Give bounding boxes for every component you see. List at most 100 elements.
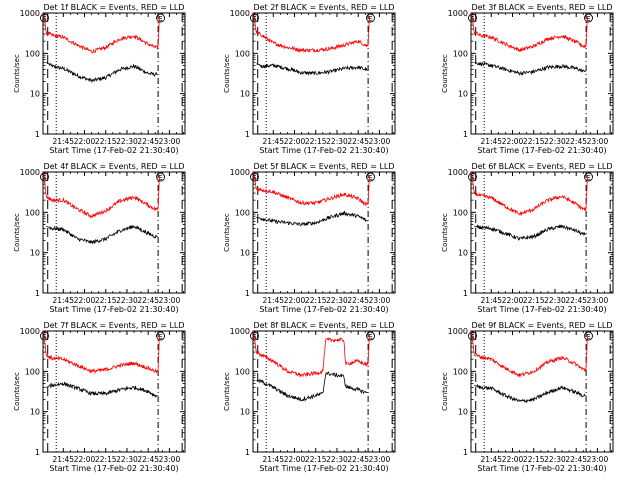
end-annotation: E — [158, 333, 162, 341]
y-axis-label: Counts/sec — [223, 372, 231, 411]
x-tick-label: 22:15 — [95, 455, 117, 464]
x-tick-label: 21:45 — [480, 455, 502, 464]
events-series-line — [474, 61, 586, 77]
x-tick-label: 23:00 — [587, 296, 609, 305]
x-tick-label: 23:00 — [159, 296, 181, 305]
y-tick-label: 1 — [245, 289, 250, 298]
end-annotation: E — [586, 174, 590, 182]
y-tick-label: 1 — [35, 448, 40, 457]
x-tick-label: 21:45 — [262, 137, 284, 146]
x-axis-label: Start Time (17-Feb-02 21:30:40) — [477, 146, 606, 155]
y-axis-label: Counts/sec — [13, 213, 21, 252]
panel-det-9f: Det 9f BLACK = Events, RED = LLD 1 10 100 10… — [441, 321, 614, 473]
x-tick-label: 22:45 — [347, 455, 369, 464]
end-annotation: E — [586, 333, 590, 341]
x-tick-label: 22:15 — [305, 137, 327, 146]
x-tick-label: 22:45 — [137, 137, 159, 146]
events-series-line — [256, 210, 368, 227]
start-annotation: S — [470, 174, 475, 182]
y-tick-label: 100 — [235, 208, 250, 217]
y-axis-label: Counts/sec — [13, 54, 21, 93]
x-tick-label: 21:45 — [52, 296, 74, 305]
panel-det-5f: Det 5f BLACK = Events, RED = LLD 1 10 100 10… — [223, 162, 396, 314]
y-axis-label: Counts/sec — [223, 213, 231, 252]
y-tick-label: 100 — [25, 208, 40, 217]
end-annotation-ring — [366, 331, 375, 341]
y-tick-label: 10 — [240, 90, 250, 99]
x-tick-label: 22:00 — [502, 296, 524, 305]
x-tick-label: 22:45 — [347, 137, 369, 146]
y-tick-label: 1 — [463, 448, 468, 457]
x-tick-label: 22:30 — [326, 137, 348, 146]
x-axis-label: Start Time (17-Feb-02 21:30:40) — [259, 464, 388, 473]
start-annotation: S — [42, 333, 47, 341]
plot-frame — [252, 12, 396, 135]
panel-det-1f: Det 1f BLACK = Events, RED = LLD 1 10 100 10… — [13, 3, 186, 155]
start-annotation: S — [252, 333, 257, 341]
x-tick-label: 22:30 — [544, 137, 566, 146]
lld-series-line — [43, 171, 160, 219]
end-annotation-ring — [156, 172, 165, 182]
x-tick-label: 22:00 — [284, 296, 306, 305]
x-tick-label: 21:45 — [480, 137, 502, 146]
x-tick-label: 22:30 — [116, 296, 138, 305]
lld-series-line — [253, 171, 370, 206]
x-tick-label: 22:00 — [74, 296, 96, 305]
start-annotation: S — [42, 174, 47, 182]
end-annotation-ring — [156, 13, 165, 23]
x-tick-label: 22:45 — [565, 296, 587, 305]
x-tick-label: 23:00 — [587, 137, 609, 146]
x-tick-label: 22:00 — [74, 455, 96, 464]
plot-frame — [470, 171, 614, 294]
panel-title: Det 2f BLACK = Events, RED = LLD — [253, 3, 394, 12]
x-tick-label: 22:45 — [137, 455, 159, 464]
x-tick-label: 22:00 — [502, 137, 524, 146]
y-tick-label: 100 — [25, 49, 40, 58]
x-tick-label: 23:00 — [159, 137, 181, 146]
y-axis-label: Counts/sec — [441, 372, 449, 411]
x-axis-label: Start Time (17-Feb-02 21:30:40) — [49, 305, 178, 314]
y-tick-label: 100 — [453, 208, 468, 217]
panel-det-8f: Det 8f BLACK = Events, RED = LLD 1 10 100 10… — [223, 321, 396, 473]
plot-frame — [470, 330, 614, 453]
y-tick-label: 10 — [240, 249, 250, 258]
x-tick-label: 22:00 — [284, 455, 306, 464]
y-tick-label: 10 — [458, 408, 468, 417]
x-tick-label: 22:30 — [544, 455, 566, 464]
x-tick-label: 22:45 — [565, 137, 587, 146]
lld-series-line — [253, 12, 370, 54]
x-tick-label: 22:45 — [565, 455, 587, 464]
x-tick-label: 22:15 — [305, 296, 327, 305]
plot-frame — [42, 12, 186, 135]
x-tick-label: 23:00 — [369, 137, 391, 146]
x-tick-label: 22:15 — [523, 455, 545, 464]
panel-title: Det 7f BLACK = Events, RED = LLD — [43, 321, 184, 330]
events-series-line — [46, 224, 158, 245]
y-tick-label: 1000 — [230, 168, 250, 177]
x-tick-label: 21:45 — [262, 455, 284, 464]
x-tick-label: 23:00 — [587, 455, 609, 464]
x-axis-label: Start Time (17-Feb-02 21:30:40) — [49, 464, 178, 473]
y-tick-label: 100 — [453, 367, 468, 376]
panel-title: Det 5f BLACK = Events, RED = LLD — [253, 162, 394, 171]
events-series-line — [46, 381, 158, 398]
events-series-line — [256, 371, 368, 402]
x-tick-label: 23:00 — [369, 455, 391, 464]
plot-frame — [252, 330, 396, 453]
y-tick-label: 10 — [30, 408, 40, 417]
x-tick-label: 22:45 — [347, 296, 369, 305]
y-tick-label: 10 — [30, 90, 40, 99]
x-tick-label: 22:00 — [284, 137, 306, 146]
panel-title: Det 4f BLACK = Events, RED = LLD — [43, 162, 184, 171]
x-tick-label: 23:00 — [159, 455, 181, 464]
y-tick-label: 1 — [463, 289, 468, 298]
end-annotation: E — [368, 15, 372, 23]
panel-title: Det 3f BLACK = Events, RED = LLD — [471, 3, 612, 12]
plot-frame — [42, 330, 186, 453]
x-tick-label: 22:30 — [326, 455, 348, 464]
y-tick-label: 1000 — [20, 168, 40, 177]
x-tick-label: 22:15 — [95, 137, 117, 146]
x-tick-label: 22:15 — [95, 296, 117, 305]
y-tick-label: 100 — [25, 367, 40, 376]
